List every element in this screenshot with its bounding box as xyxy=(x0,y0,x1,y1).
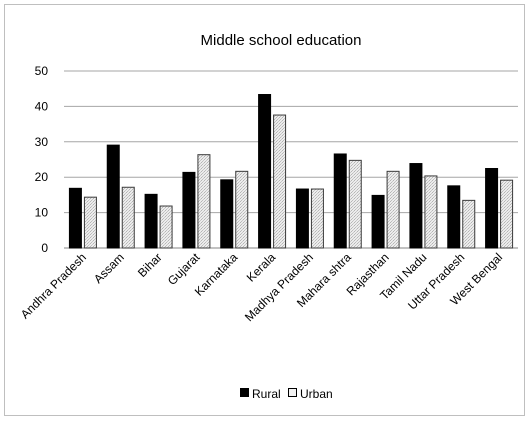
y-tick-label: 50 xyxy=(35,64,49,78)
y-tick-label: 20 xyxy=(35,170,49,184)
x-category-label: Madhya Pradesh xyxy=(242,250,316,324)
bar-rural xyxy=(485,167,499,249)
x-axis-labels: Andhra Pradesh Assam Bihar GujaratKarnataka… xyxy=(18,250,505,325)
x-category-label: Andhra Pradesh xyxy=(18,250,89,321)
bar-urban xyxy=(121,186,135,249)
bar-urban xyxy=(235,170,249,249)
x-category-label: Assam xyxy=(91,250,127,286)
y-axis-ticks: 0 10 20 30 40 50 xyxy=(35,64,49,255)
bar-urban xyxy=(386,170,400,249)
bar-rural xyxy=(144,193,158,249)
y-tick-label: 0 xyxy=(41,241,48,255)
legend: Rural Urban xyxy=(240,387,333,401)
bar-rural xyxy=(68,187,82,249)
bar-rural xyxy=(447,185,461,249)
legend-swatch-rural xyxy=(240,388,249,397)
x-category-label: Kerala xyxy=(244,250,279,285)
bar-urban xyxy=(273,114,287,249)
bars xyxy=(68,94,514,249)
bar-rural xyxy=(333,153,347,249)
bar-rural xyxy=(106,144,120,249)
chart-title: Middle school education xyxy=(201,32,362,49)
bar-urban xyxy=(424,175,438,249)
bar-urban xyxy=(310,188,324,249)
legend-label-rural: Rural xyxy=(252,387,281,401)
y-tick-label: 40 xyxy=(35,99,49,113)
bar-urban xyxy=(500,179,514,249)
legend-swatch-urban xyxy=(288,388,297,397)
y-tick-label: 30 xyxy=(35,135,49,149)
bar-urban xyxy=(197,154,211,249)
bar-urban xyxy=(83,196,97,249)
bar-urban xyxy=(348,159,362,249)
bar-rural xyxy=(295,188,309,249)
bar-urban xyxy=(462,199,476,249)
bar-rural xyxy=(220,179,234,249)
bar-urban xyxy=(159,205,173,249)
legend-label-urban: Urban xyxy=(300,387,333,401)
x-category-label: Bihar xyxy=(135,250,165,280)
bar-rural xyxy=(182,171,196,249)
gridlines xyxy=(64,70,518,249)
bar-rural xyxy=(409,163,423,249)
bar-rural xyxy=(371,194,385,249)
y-tick-label: 10 xyxy=(35,206,49,220)
bar-rural xyxy=(258,94,272,249)
